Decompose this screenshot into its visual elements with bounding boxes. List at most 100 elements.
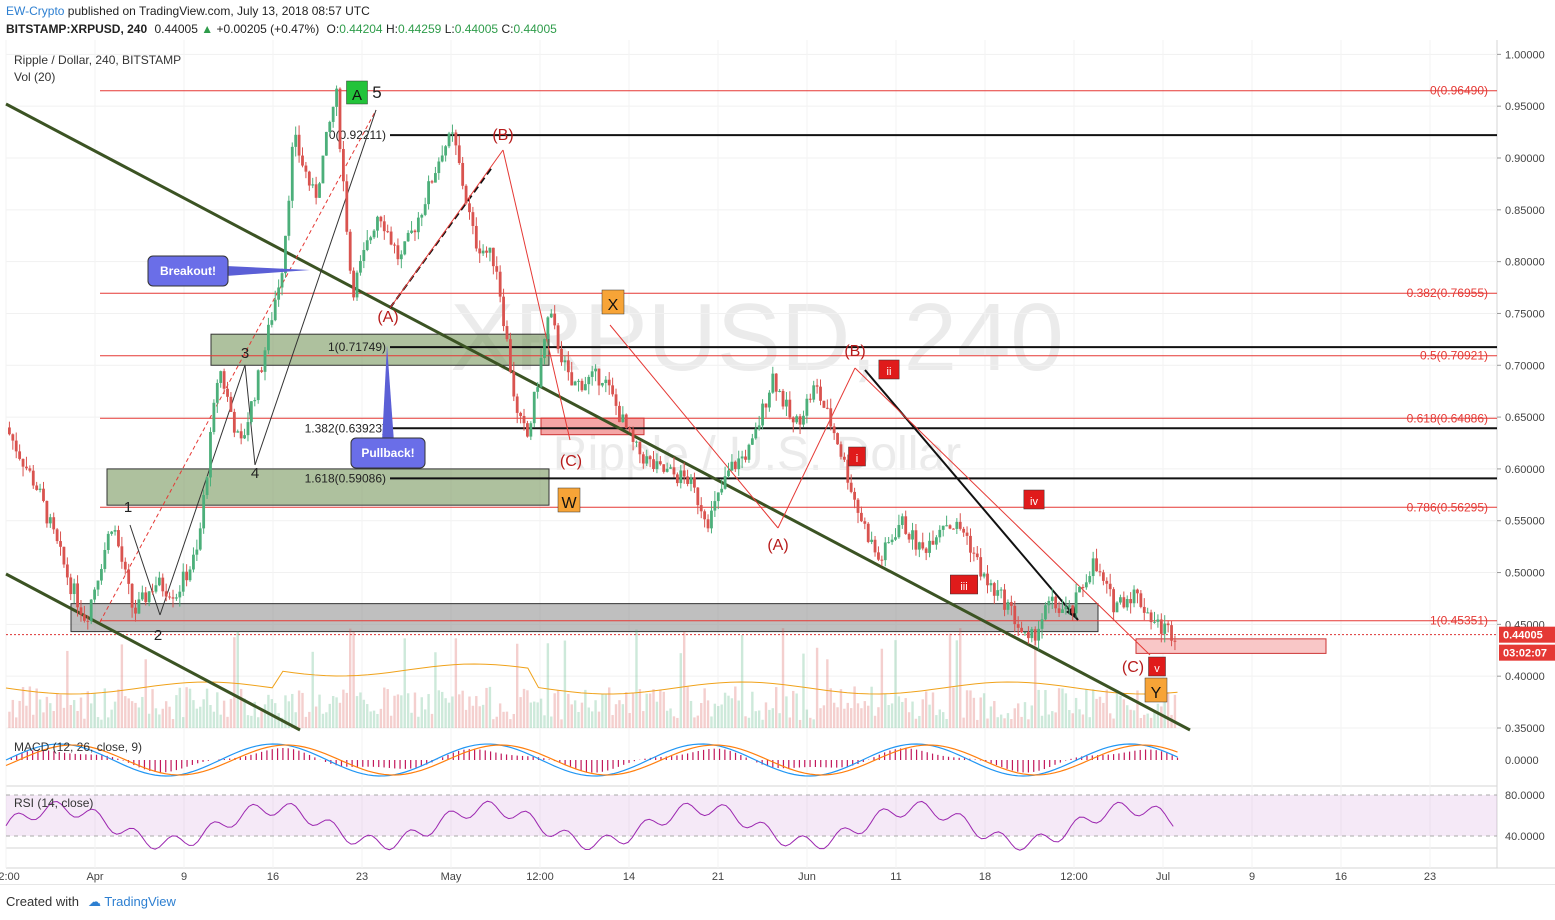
candle-body (505, 326, 509, 340)
candle-body (123, 561, 127, 570)
volume-bar (1074, 697, 1078, 728)
volume-bar (277, 713, 280, 728)
candle-body (447, 133, 451, 147)
volume-bar (890, 703, 894, 728)
candle-body (416, 217, 420, 233)
candle-body (1033, 629, 1037, 641)
volume-bar (553, 693, 556, 728)
candle-body (665, 468, 669, 472)
candle-body (185, 571, 189, 581)
y-tick-label: 0.60000 (1505, 464, 1545, 476)
volume-bar (679, 653, 682, 728)
volume-bar (256, 717, 260, 728)
candle-body (457, 145, 461, 163)
volume-bar (468, 696, 471, 728)
candle-body (992, 583, 996, 596)
candle-body (110, 531, 114, 534)
candle-body (849, 482, 853, 492)
candle-body (307, 171, 311, 186)
candle-body (96, 580, 100, 590)
candle-body (328, 121, 332, 132)
volume-bar (1126, 705, 1129, 728)
candle-body (866, 523, 870, 542)
candle-body (198, 528, 202, 550)
volume-bar (461, 690, 464, 728)
volume-bar (621, 704, 625, 728)
candle-body (737, 458, 741, 470)
volume-bar (1129, 709, 1132, 728)
price-chart[interactable]: XRPUSD, 240 Ripple / U.S. Dollar 0(0.964… (0, 40, 1555, 884)
volume-bar (659, 689, 662, 728)
candle-body (873, 539, 877, 553)
volume-bar (410, 712, 413, 728)
volume-bar (372, 710, 376, 728)
callout-pointer (382, 345, 394, 442)
volume-bar (62, 707, 66, 728)
candle-body (877, 552, 880, 560)
volume-bar (611, 715, 614, 728)
volume-bar (1105, 689, 1108, 728)
volume-bar (689, 700, 693, 728)
volume-bar (594, 700, 597, 728)
candle-body (464, 185, 468, 204)
volume-bar (768, 709, 771, 728)
volume-bar (519, 697, 522, 728)
volume-bar (788, 717, 792, 728)
wave-label: ii (887, 366, 892, 378)
volume-bar (113, 701, 117, 728)
candle-body (168, 596, 171, 598)
volume-bar (795, 693, 798, 728)
y-tick-label: 0.40000 (1505, 671, 1545, 683)
volume-bar (137, 707, 141, 728)
candle-body (212, 402, 216, 432)
volume-bar (202, 699, 205, 728)
trend-line (5, 102, 1191, 732)
volume-bar (1054, 712, 1057, 728)
candle-body (502, 296, 505, 327)
volume-bar (233, 637, 236, 728)
candle-body (764, 403, 768, 408)
volume-bar (901, 701, 904, 728)
volume-bar (860, 708, 863, 728)
candle-body (560, 348, 563, 363)
volume-bar (815, 647, 819, 728)
volume-bar (243, 698, 246, 728)
volume-bar (1057, 688, 1061, 728)
volume-bar (199, 706, 202, 728)
volume-bar (304, 716, 308, 728)
candle-body (154, 585, 158, 592)
y-tick-label: 0.50000 (1505, 568, 1545, 580)
candle-body (587, 376, 591, 385)
volume-bar (287, 701, 291, 728)
volume-bar (993, 701, 996, 728)
candle-body (246, 422, 250, 436)
candle-body (188, 569, 192, 581)
volume-bar (693, 717, 696, 728)
candle-body (42, 488, 45, 501)
volume-bar (986, 718, 989, 728)
volume-bar (328, 703, 331, 728)
volume-bar (942, 712, 945, 728)
candle-body (607, 379, 611, 386)
candle-body (202, 495, 206, 529)
watermark-symbol: XRPUSD, 240 (450, 284, 1064, 391)
candle-body (512, 371, 516, 397)
author-link[interactable]: EW-Crypto (6, 4, 65, 18)
volume-bar (560, 719, 563, 728)
volume-bar (529, 702, 533, 728)
volume-bar (229, 698, 233, 728)
x-tick-label: 23 (1424, 871, 1436, 883)
candle-body (601, 383, 604, 386)
volume-bar (502, 711, 505, 728)
tradingview-logo-icon[interactable]: ☁ TradingView (88, 894, 176, 909)
volume-bar (1023, 702, 1027, 728)
volume-bar (655, 701, 659, 728)
volume-bar (873, 715, 877, 728)
candle-body (696, 487, 700, 506)
candle-body (870, 539, 874, 542)
high-label: H: (385, 22, 398, 36)
candle-body (82, 614, 86, 621)
volume-bar (1173, 694, 1177, 728)
zones (70, 333, 1327, 654)
candle-body (18, 451, 22, 459)
